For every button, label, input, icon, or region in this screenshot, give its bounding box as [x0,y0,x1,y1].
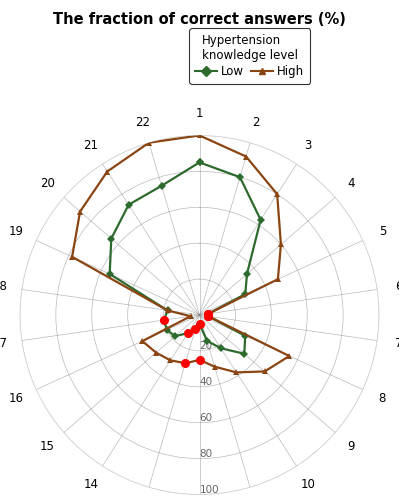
Text: The fraction of correct answers (%): The fraction of correct answers (%) [53,12,346,28]
Legend: Low, High: Low, High [190,28,310,84]
